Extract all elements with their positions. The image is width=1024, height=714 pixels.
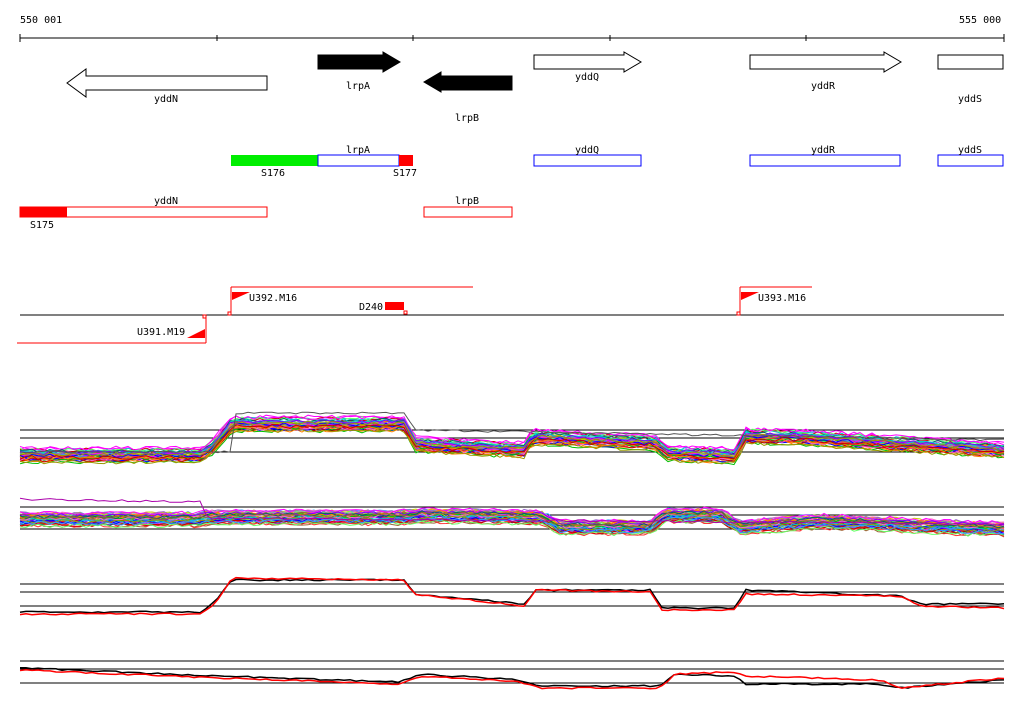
- transcript-box-yddS[interactable]: [937, 154, 1004, 167]
- expression-trace: [19, 578, 1005, 614]
- upshift-U392[interactable]: U392.M16: [227, 286, 473, 316]
- upshift-label-U393: U393.M16: [758, 293, 806, 304]
- transcript-segment-red[interactable]: [399, 155, 413, 166]
- expression-trace: [20, 518, 1005, 536]
- coordinate-ruler: 550 001 555 000: [19, 15, 1005, 42]
- expression-trace: [19, 668, 1005, 690]
- gene-label-yddN: yddN: [154, 94, 178, 105]
- expression-trace: [19, 511, 1005, 530]
- transcript-box-yddR[interactable]: [749, 154, 901, 167]
- expression-trace: [19, 515, 1005, 533]
- transcript-label-yddR: yddR: [811, 145, 836, 156]
- gene-yddN[interactable]: yddN: [66, 68, 268, 105]
- gene-label-yddR: yddR: [811, 81, 836, 92]
- transcript-track-2: yddN S175 lrpB: [19, 196, 513, 231]
- expression-trace: [19, 428, 1005, 465]
- transcript-box-lrpB[interactable]: [423, 206, 513, 218]
- shift-U391[interactable]: U391.M19: [17, 314, 207, 344]
- gene-label-yddQ: yddQ: [575, 72, 599, 83]
- upshift-U393[interactable]: U393.M16: [736, 286, 812, 316]
- site-label-S177: S177: [393, 168, 417, 179]
- expression-trace: [19, 516, 1005, 535]
- expression-track-4: [19, 660, 1005, 690]
- expression-trace: [19, 512, 1005, 530]
- expression-trace: [19, 420, 1005, 458]
- gene-label-lrpA: lrpA: [346, 81, 370, 92]
- expression-trace: [19, 427, 1005, 464]
- gene-yddS[interactable]: yddS: [937, 54, 1004, 105]
- transcript-label-lrpB: lrpB: [455, 196, 479, 207]
- expression-traces: [19, 411, 1005, 466]
- expression-trace: [19, 497, 1005, 526]
- transcript-segment-green[interactable]: [231, 155, 318, 166]
- expression-track-3: [19, 576, 1005, 616]
- shift-label-U391: U391.M19: [137, 327, 185, 338]
- expression-trace: [19, 519, 1005, 537]
- expression-track-2: [19, 497, 1005, 538]
- gene-label-lrpB: lrpB: [455, 113, 479, 124]
- site-label-S176: S176: [261, 168, 285, 179]
- expression-trace: [19, 506, 1005, 525]
- expression-trace: [19, 423, 1005, 460]
- gene-lrpB[interactable]: lrpB: [423, 71, 513, 124]
- transcript-box-yddQ[interactable]: [533, 154, 642, 167]
- regulatory-track: U392.M16 D240 U393.M16 U391.M19: [17, 286, 1004, 344]
- ruler-start-label: 550 001: [20, 15, 62, 26]
- expression-traces: [19, 666, 1005, 690]
- deletion-label-D240: D240: [359, 302, 383, 313]
- gene-yddR[interactable]: yddR: [749, 51, 902, 92]
- transcript-box-lrpA[interactable]: [317, 154, 400, 167]
- expression-trace: [19, 414, 1005, 451]
- transcript-label-yddQ: yddQ: [575, 145, 599, 156]
- expression-trace: [19, 666, 1005, 689]
- gene-track: yddN lrpA lrpB yddQ yddR yddS: [66, 51, 1004, 124]
- site-label-S175: S175: [30, 220, 54, 231]
- transcript-track-1: lrpA S176 S177 yddQ yddR yddS: [231, 145, 1004, 179]
- transcript-label-yddS: yddS: [958, 145, 982, 156]
- gene-lrpA[interactable]: lrpA: [317, 51, 401, 92]
- expression-trace: [19, 576, 1005, 616]
- gene-label-yddS: yddS: [958, 94, 982, 105]
- transcript-segment-red[interactable]: [20, 207, 67, 217]
- transcript-label-lrpA: lrpA: [346, 145, 370, 156]
- transcript-label-yddN: yddN: [154, 196, 178, 207]
- expression-trace: [19, 411, 1005, 454]
- upshift-label-U392: U392.M16: [249, 293, 297, 304]
- gene-yddQ[interactable]: yddQ: [533, 51, 642, 83]
- expression-traces: [19, 497, 1005, 538]
- ruler-end-label: 555 000: [959, 15, 1001, 26]
- deletion-D240[interactable]: D240: [359, 302, 408, 315]
- expression-traces: [19, 576, 1005, 616]
- expression-track-1: [19, 411, 1005, 466]
